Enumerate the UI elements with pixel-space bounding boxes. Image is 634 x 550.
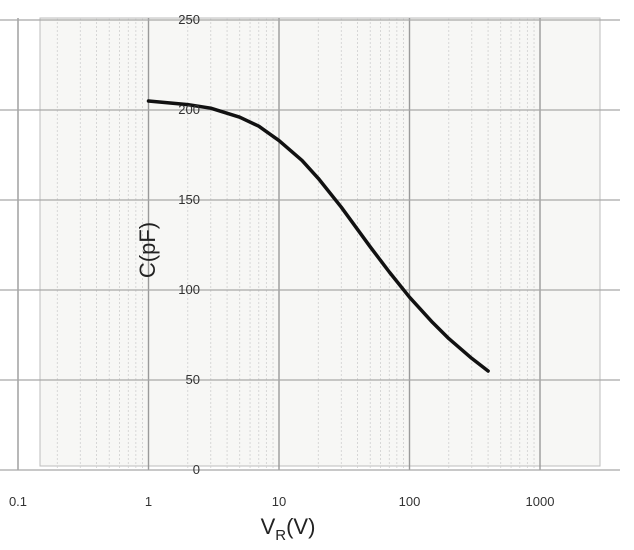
y-tick-label: 200 [178,102,200,117]
x-tick-label: 100 [399,494,421,509]
x-tick-label: 1 [145,494,152,509]
y-tick-label: 250 [178,12,200,27]
capacitance-curve [146,99,490,373]
x-tick-label: 1000 [526,494,555,509]
grid-lines [0,18,620,471]
y-axis-title: C(pF) [135,222,160,278]
x-tick-label: 0.1 [9,494,27,509]
series-group [146,99,490,373]
x-axis-title: VR(V) [261,514,316,544]
y-tick-label: 50 [186,372,200,387]
x-axis-title-unit: (V) [286,514,315,539]
x-axis-title-main: V [261,514,276,539]
y-tick-label: 150 [178,192,200,207]
x-tick-labels: 0.1 1 10 100 1000 [9,494,555,509]
y-tick-label: 0 [193,462,200,477]
plot-area [39,17,601,467]
y-tick-labels: 250 200 150 100 50 0 [178,12,200,477]
x-axis-title-subscript: R [275,527,286,544]
y-tick-label: 100 [178,282,200,297]
x-tick-label: 10 [272,494,286,509]
